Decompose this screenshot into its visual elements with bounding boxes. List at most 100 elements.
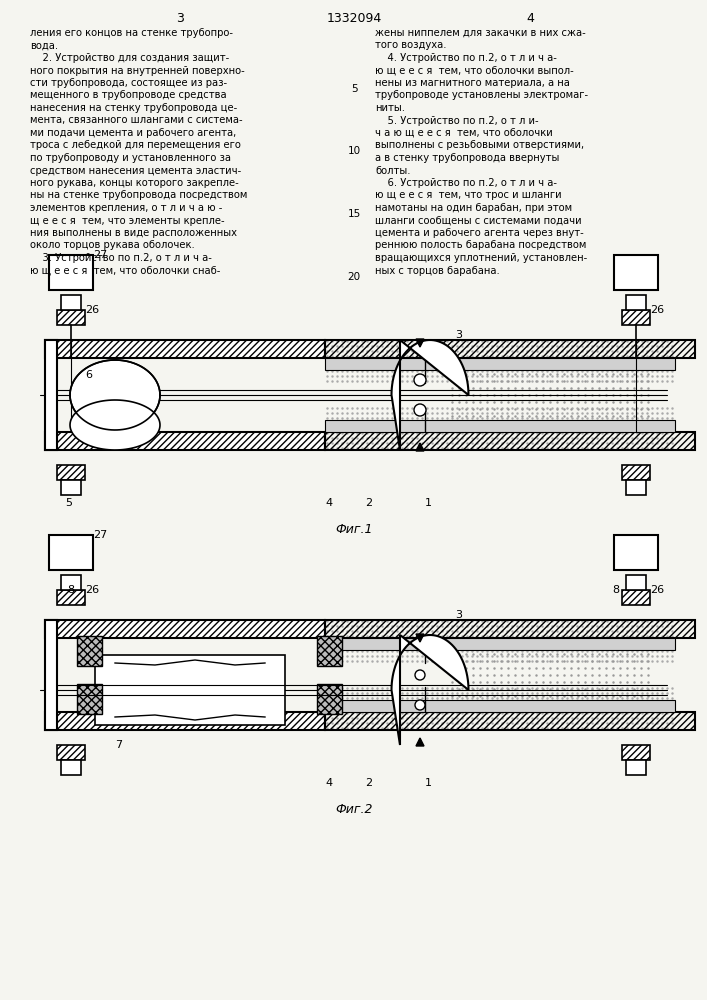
Bar: [626, 760, 646, 775]
Text: нены из магнитного материала, а на: нены из магнитного материала, а на: [375, 78, 570, 88]
Text: 27: 27: [93, 250, 107, 260]
Bar: [325, 358, 675, 370]
Bar: [317, 684, 342, 714]
Bar: [325, 620, 695, 638]
Text: 15: 15: [347, 209, 361, 219]
Text: мещенного в трубопроводе средства: мещенного в трубопроводе средства: [30, 91, 227, 101]
Text: жены ниппелем для закачки в них сжа-: жены ниппелем для закачки в них сжа-: [375, 28, 586, 38]
Text: ных с торцов барабана.: ных с торцов барабана.: [375, 265, 500, 275]
Polygon shape: [70, 360, 160, 430]
Text: цемента и рабочего агента через внут-: цемента и рабочего агента через внут-: [375, 228, 584, 238]
Text: ю щ е е с я  тем, что оболочки снаб-: ю щ е е с я тем, что оболочки снаб-: [30, 265, 221, 275]
Text: болты.: болты.: [375, 165, 411, 176]
Text: шланги сообщены с системами подачи: шланги сообщены с системами подачи: [375, 216, 582, 226]
Text: 7: 7: [115, 740, 122, 750]
Circle shape: [415, 700, 425, 710]
Text: 26: 26: [650, 305, 664, 315]
Text: 20: 20: [347, 271, 361, 282]
Bar: [325, 700, 675, 712]
Text: 10: 10: [347, 146, 361, 156]
Text: намотаны на один барабан, при этом: намотаны на один барабан, при этом: [375, 203, 572, 213]
Text: ниты.: ниты.: [375, 103, 405, 113]
Bar: [614, 535, 658, 570]
Bar: [325, 420, 675, 432]
Text: по трубопроводу и установленного за: по трубопроводу и установленного за: [30, 153, 231, 163]
Bar: [57, 465, 85, 480]
Text: мента, связанного шлангами с система-: мента, связанного шлангами с система-: [30, 115, 243, 125]
Bar: [325, 712, 695, 730]
Text: 2: 2: [365, 498, 372, 508]
Circle shape: [415, 670, 425, 680]
Text: 1: 1: [425, 778, 432, 788]
Text: 6. Устройство по п.2, о т л и ч а-: 6. Устройство по п.2, о т л и ч а-: [375, 178, 557, 188]
Text: 4: 4: [526, 12, 534, 25]
Text: 4: 4: [325, 498, 332, 508]
Bar: [325, 638, 675, 650]
Text: ны на стенке трубопровода посредством: ны на стенке трубопровода посредством: [30, 190, 247, 200]
Bar: [45, 432, 325, 450]
Text: вращающихся уплотнений, установлен-: вращающихся уплотнений, установлен-: [375, 253, 588, 263]
Bar: [626, 480, 646, 495]
Bar: [622, 590, 650, 605]
Text: 2: 2: [365, 778, 372, 788]
Text: ми подачи цемента и рабочего агента,: ми подачи цемента и рабочего агента,: [30, 128, 236, 138]
Text: 1332094: 1332094: [327, 12, 382, 25]
Polygon shape: [416, 443, 424, 451]
Polygon shape: [392, 340, 469, 450]
Text: средством нанесения цемента эластич-: средством нанесения цемента эластич-: [30, 165, 241, 176]
Polygon shape: [392, 635, 469, 745]
Text: 5. Устройство по п.2, о т л и-: 5. Устройство по п.2, о т л и-: [375, 115, 539, 125]
Text: 26: 26: [85, 585, 99, 595]
Bar: [626, 295, 646, 310]
Text: около торцов рукава оболочек.: около торцов рукава оболочек.: [30, 240, 194, 250]
Text: щ е е с я  тем, что элементы крепле-: щ е е с я тем, что элементы крепле-: [30, 216, 225, 226]
Text: сти трубопровода, состоящее из раз-: сти трубопровода, состоящее из раз-: [30, 78, 227, 88]
Bar: [49, 255, 93, 290]
Polygon shape: [416, 738, 424, 746]
Text: 3: 3: [455, 610, 462, 620]
Text: ления его концов на стенке трубопро-: ления его концов на стенке трубопро-: [30, 28, 233, 38]
Bar: [622, 465, 650, 480]
Polygon shape: [416, 634, 424, 642]
Bar: [77, 636, 102, 666]
Text: 26: 26: [650, 585, 664, 595]
Bar: [45, 340, 57, 450]
Text: 26: 26: [85, 305, 99, 315]
Bar: [622, 745, 650, 760]
Text: а в стенку трубопровода ввернуты: а в стенку трубопровода ввернуты: [375, 153, 559, 163]
Text: ю щ е е с я  тем, что оболочки выпол-: ю щ е е с я тем, что оболочки выпол-: [375, 66, 574, 76]
Bar: [57, 590, 85, 605]
Bar: [317, 636, 342, 666]
Text: 5: 5: [351, 84, 357, 94]
Text: ч а ю щ е е с я  тем, что оболочки: ч а ю щ е е с я тем, что оболочки: [375, 128, 553, 138]
Circle shape: [414, 374, 426, 386]
Text: вода.: вода.: [30, 40, 58, 50]
Text: 1: 1: [425, 498, 432, 508]
Bar: [45, 620, 57, 730]
Bar: [61, 575, 81, 590]
Bar: [45, 620, 325, 638]
Text: 8: 8: [612, 585, 619, 595]
Bar: [45, 712, 325, 730]
Text: 3: 3: [455, 330, 462, 340]
Text: ного рукава, концы которого закрепле-: ного рукава, концы которого закрепле-: [30, 178, 239, 188]
Text: 2. Устройство для создания защит-: 2. Устройство для создания защит-: [30, 53, 229, 63]
Text: ю щ е е с я  тем, что трос и шланги: ю щ е е с я тем, что трос и шланги: [375, 190, 561, 200]
Bar: [95, 655, 285, 725]
Text: 5: 5: [65, 498, 72, 508]
Text: ного покрытия на внутренней поверхно-: ного покрытия на внутренней поверхно-: [30, 66, 245, 76]
Text: 4. Устройство по п.2, о т л и ч а-: 4. Устройство по п.2, о т л и ч а-: [375, 53, 557, 63]
Text: выполнены с резьбовыми отверстиями,: выполнены с резьбовыми отверстиями,: [375, 140, 584, 150]
Text: элементов крепления, о т л и ч а ю -: элементов крепления, о т л и ч а ю -: [30, 203, 223, 213]
Bar: [57, 310, 85, 325]
Polygon shape: [70, 400, 160, 450]
Bar: [614, 255, 658, 290]
Text: 3: 3: [176, 12, 184, 25]
Polygon shape: [416, 339, 424, 347]
Text: реннюю полость барабана посредством: реннюю полость барабана посредством: [375, 240, 586, 250]
Bar: [622, 310, 650, 325]
Text: 6: 6: [85, 370, 92, 380]
Text: трубопроводе установлены электромаг-: трубопроводе установлены электромаг-: [375, 91, 588, 101]
Bar: [57, 745, 85, 760]
Bar: [325, 432, 695, 450]
